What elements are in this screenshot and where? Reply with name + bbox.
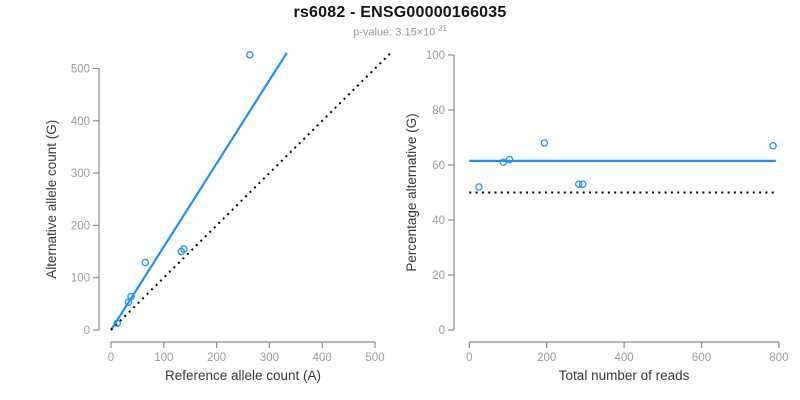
chart-allele-counts: 0 100 200 300 400 500 0 100 200 300 400 500 Referenc…: [44, 51, 392, 383]
pvalue-base: 3.15×10: [395, 26, 436, 39]
data-point: [505, 155, 514, 164]
data-point: [127, 292, 135, 301]
data-point: [141, 258, 150, 267]
figure-subtitle: p-value: 3.15×10-21: [0, 24, 800, 39]
x-tick-label: 800: [769, 352, 788, 364]
identity-line: [110, 52, 392, 331]
data-point: [540, 139, 549, 147]
x-tick-label: 300: [260, 352, 279, 364]
y-tick-label: 80: [432, 105, 445, 117]
x-tick-label: 200: [207, 352, 226, 364]
data-point: [475, 183, 483, 191]
data-point: [180, 245, 188, 253]
y-tick-label: 400: [71, 116, 90, 128]
figure-title: rs6082 - ENSG00000166035: [293, 4, 507, 21]
pvalue-exponent: -21: [435, 24, 447, 33]
y-axis-title: Percentage alternative (G): [404, 113, 419, 271]
pvalue-prefix: p-value:: [353, 26, 396, 39]
x-tick-label: 0: [108, 352, 114, 364]
y-tick-label: 0: [439, 325, 445, 337]
x-tick-label: 400: [615, 352, 634, 364]
data-point: [499, 158, 508, 166]
y-tick-label: 100: [426, 50, 445, 62]
x-tick-label: 100: [154, 352, 173, 364]
y-tick-label: 40: [432, 215, 445, 227]
y-tick-label: 60: [432, 160, 445, 172]
data-point: [578, 180, 587, 188]
data-point: [113, 319, 122, 327]
x-tick-label: 200: [537, 352, 556, 364]
data-point: [246, 51, 254, 59]
x-tick-label: 0: [466, 352, 472, 364]
regression-line: [110, 52, 288, 331]
y-tick-label: 100: [71, 273, 90, 285]
chart-percentage-reads: 0 200 400 600 800 0 20 40 60 80 100 Total number of…: [404, 50, 788, 383]
data-point: [769, 141, 777, 150]
x-axis-title: Total number of reads: [559, 368, 690, 383]
y-tick-label: 200: [71, 220, 90, 232]
data-point: [575, 180, 583, 188]
y-tick-label: 0: [84, 325, 90, 337]
x-axis-title: Reference allele count (A): [165, 368, 321, 383]
y-tick-label: 300: [71, 168, 90, 180]
y-tick-label: 500: [71, 64, 90, 76]
x-tick-label: 600: [692, 352, 711, 364]
y-axis-title: Alternative allele count (G): [44, 120, 59, 279]
x-tick-label: 400: [313, 352, 332, 364]
x-tick-label: 500: [365, 352, 384, 364]
y-tick-label: 20: [432, 270, 445, 282]
